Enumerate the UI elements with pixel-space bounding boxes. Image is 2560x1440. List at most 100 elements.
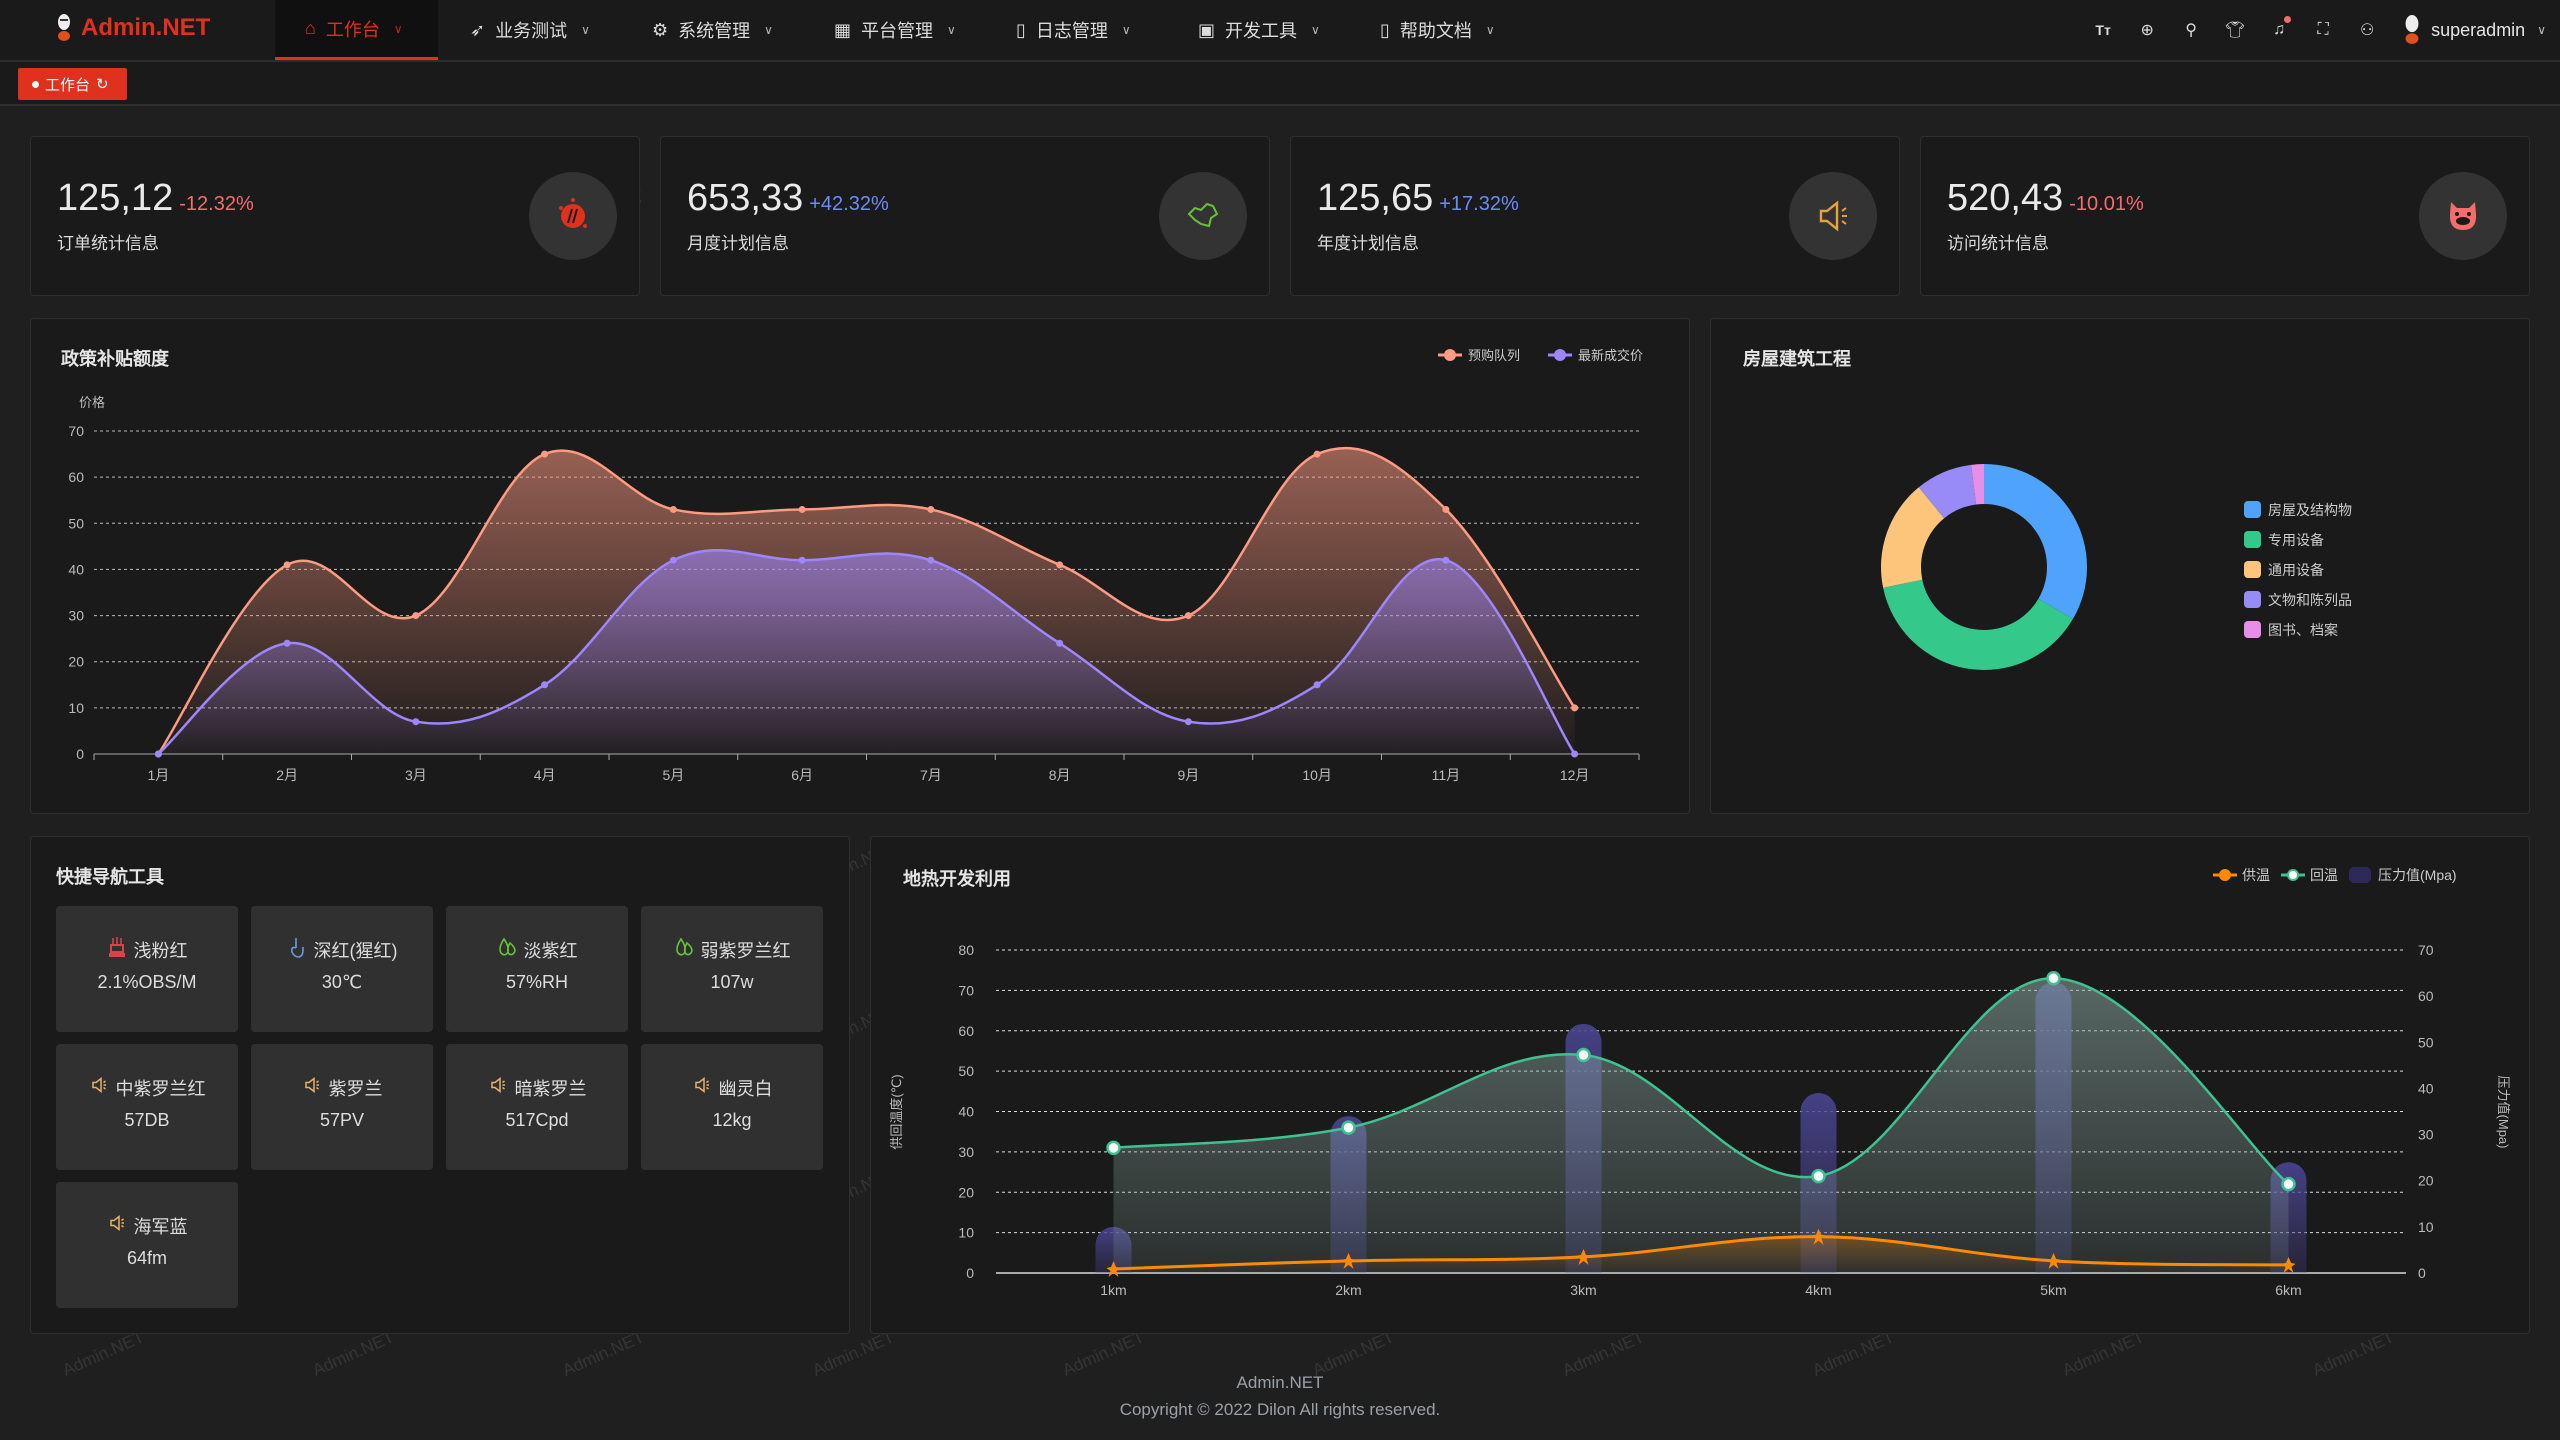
gear-icon: ⚙ — [652, 19, 669, 40]
legend-label: 回温 — [2310, 867, 2338, 883]
menu-item-workbench[interactable]: ⌂ 工作台 ∨ — [275, 0, 438, 60]
theme-shirt-icon[interactable]: 👕︎ — [2224, 22, 2246, 39]
legend-label: 图书、档案 — [2268, 622, 2338, 638]
y-left-tick-label: 30 — [958, 1144, 974, 1160]
y-left-tick-label: 50 — [958, 1063, 974, 1079]
legend-label: 文物和陈列品 — [2268, 592, 2352, 608]
data-point — [669, 556, 677, 564]
data-point — [1442, 505, 1450, 513]
tag-workbench[interactable]: 工作台 ↻ — [18, 68, 127, 100]
chevron-down-icon: ∨ — [581, 23, 590, 37]
x-tick-label: 5月 — [662, 767, 684, 783]
stat-value: 520,43 — [1947, 177, 2064, 219]
speaker-icon — [1789, 172, 1877, 260]
tile-value: 30℃ — [321, 972, 363, 992]
book-icon: ▯ — [1380, 19, 1390, 40]
stat-label: 访问统计信息 — [1947, 234, 2049, 253]
pig-icon — [2419, 172, 2507, 260]
quick-nav-tile[interactable]: 幽灵白 12kg — [641, 1044, 823, 1170]
fullscreen-icon[interactable]: ⛶ — [2317, 21, 2329, 38]
star-point — [1106, 1260, 1121, 1277]
pie-slice — [1984, 464, 2087, 620]
data-point — [1313, 681, 1321, 689]
user-icon[interactable]: ⚇ — [2359, 22, 2375, 39]
legend-label: 通用设备 — [2268, 562, 2324, 578]
x-tick-label: 5km — [2040, 1282, 2066, 1298]
menu-item-business-test[interactable]: ➶ 业务测试 ∨ — [438, 0, 620, 60]
quick-nav-tile[interactable]: 海军蓝 64fm — [56, 1182, 238, 1308]
quick-nav-tile[interactable]: 弱紫罗兰红 107w — [641, 906, 823, 1032]
stat-change: -12.32% — [179, 193, 254, 215]
quick-nav-tile[interactable]: 中紫罗兰红 57DB — [56, 1044, 238, 1170]
tile-value: 107w — [710, 972, 754, 992]
legend-swatch — [2244, 621, 2261, 638]
top-header: Admin.NET ⌂ 工作台 ∨ ➶ 业务测试 ∨ ⚙ 系统管理 ∨ ▦ 平台管理 ∨ ▯ 日志… — [0, 0, 2560, 62]
tile-label: 弱紫罗兰红 — [700, 940, 791, 961]
legend-swatch — [2244, 501, 2261, 518]
menu-label: 日志管理 — [1035, 21, 1108, 41]
bell-icon[interactable]: ♫ — [2269, 16, 2292, 40]
stat-card: 125,65 +17.32% 年度计划信息 — [1290, 136, 1900, 296]
quick-nav-tile[interactable]: 暗紫罗兰 517Cpd — [446, 1044, 628, 1170]
stat-label: 年度计划信息 — [1317, 234, 1419, 253]
quick-nav-tile[interactable]: 淡紫红 57%RH — [446, 906, 628, 1032]
y-left-tick-label: 20 — [958, 1184, 974, 1200]
tile-label: 淡紫红 — [523, 940, 578, 961]
menu-item-system[interactable]: ⚙ 系统管理 ∨ — [620, 0, 802, 60]
x-tick-label: 4月 — [534, 767, 556, 783]
series-area — [1113, 978, 2289, 1273]
data-point — [1313, 450, 1321, 458]
user-dropdown[interactable]: superadmin ∨ — [2401, 15, 2546, 45]
chevron-down-icon: ∨ — [947, 23, 956, 37]
menu-item-platform[interactable]: ▦ 平台管理 ∨ — [802, 0, 984, 60]
stat-change: +42.32% — [809, 193, 889, 215]
data-point — [1056, 561, 1064, 569]
pie-slice — [1971, 464, 1984, 505]
series-line — [157, 548, 1576, 755]
x-tick-label: 8月 — [1049, 767, 1071, 783]
language-icon[interactable]: ⊕ — [2140, 22, 2154, 39]
data-point — [1571, 704, 1579, 712]
legend-marker — [2287, 869, 2299, 881]
y-axis-label: 价格 — [79, 395, 105, 410]
menu-label: 业务测试 — [495, 21, 568, 41]
tag-label: 工作台 — [45, 76, 91, 94]
legend-marker — [1554, 349, 1566, 361]
menu-item-help[interactable]: ▯ 帮助文档 ∨ — [1348, 0, 1530, 60]
menu-item-logs[interactable]: ▯ 日志管理 ∨ — [984, 0, 1166, 60]
y-tick-label: 0 — [76, 746, 84, 762]
tile-value: 12kg — [712, 1110, 752, 1130]
y-right-tick-label: 20 — [2418, 1173, 2434, 1189]
legend-marker — [2219, 869, 2231, 881]
y-left-tick-label: 70 — [958, 982, 974, 998]
y-left-tick-label: 40 — [958, 1104, 974, 1120]
x-tick-label: 7月 — [920, 767, 942, 783]
data-point — [1442, 556, 1450, 564]
quick-nav-tile[interactable]: 紫罗兰 57PV — [251, 1044, 433, 1170]
data-point — [2281, 1176, 2296, 1192]
search-icon[interactable]: ⚲ — [2185, 22, 2197, 39]
pie-slice — [1918, 464, 1977, 519]
chevron-down-icon: ∨ — [1485, 23, 1495, 37]
font-size-icon[interactable]: Tт — [2095, 22, 2111, 38]
chevron-down-icon: ∨ — [764, 23, 773, 37]
menu-item-dev-tools[interactable]: ▣ 开发工具 ∨ — [1166, 0, 1348, 60]
quick-nav-tile[interactable]: 深红(猩红) 30℃ — [251, 906, 433, 1032]
quick-nav-card: 快捷导航工具 浅粉红 2.1%OBS/M 深红(猩红) 30℃ 淡紫红 57%R… — [30, 836, 850, 1334]
tile-value: 57%RH — [505, 972, 569, 992]
star-point — [1811, 1228, 1826, 1245]
legend-label: 压力值(Mpa) — [2378, 867, 2457, 883]
star-point — [1341, 1252, 1356, 1269]
y-tick-label: 20 — [68, 654, 84, 670]
x-tick-label: 9月 — [1177, 767, 1199, 783]
data-point — [1056, 639, 1064, 647]
home-icon: ⌂ — [305, 18, 316, 38]
refresh-icon[interactable]: ↻ — [96, 76, 109, 93]
logo[interactable]: Admin.NET — [55, 14, 210, 42]
x-tick-label: 4km — [1805, 1282, 1831, 1298]
tile-label: 幽灵白 — [718, 1078, 773, 1099]
x-tick-label: 11月 — [1432, 767, 1461, 783]
y-left-tick-label: 80 — [958, 942, 974, 958]
quick-nav-tile[interactable]: 浅粉红 2.1%OBS/M — [56, 906, 238, 1032]
y-left-tick-label: 10 — [958, 1225, 974, 1241]
